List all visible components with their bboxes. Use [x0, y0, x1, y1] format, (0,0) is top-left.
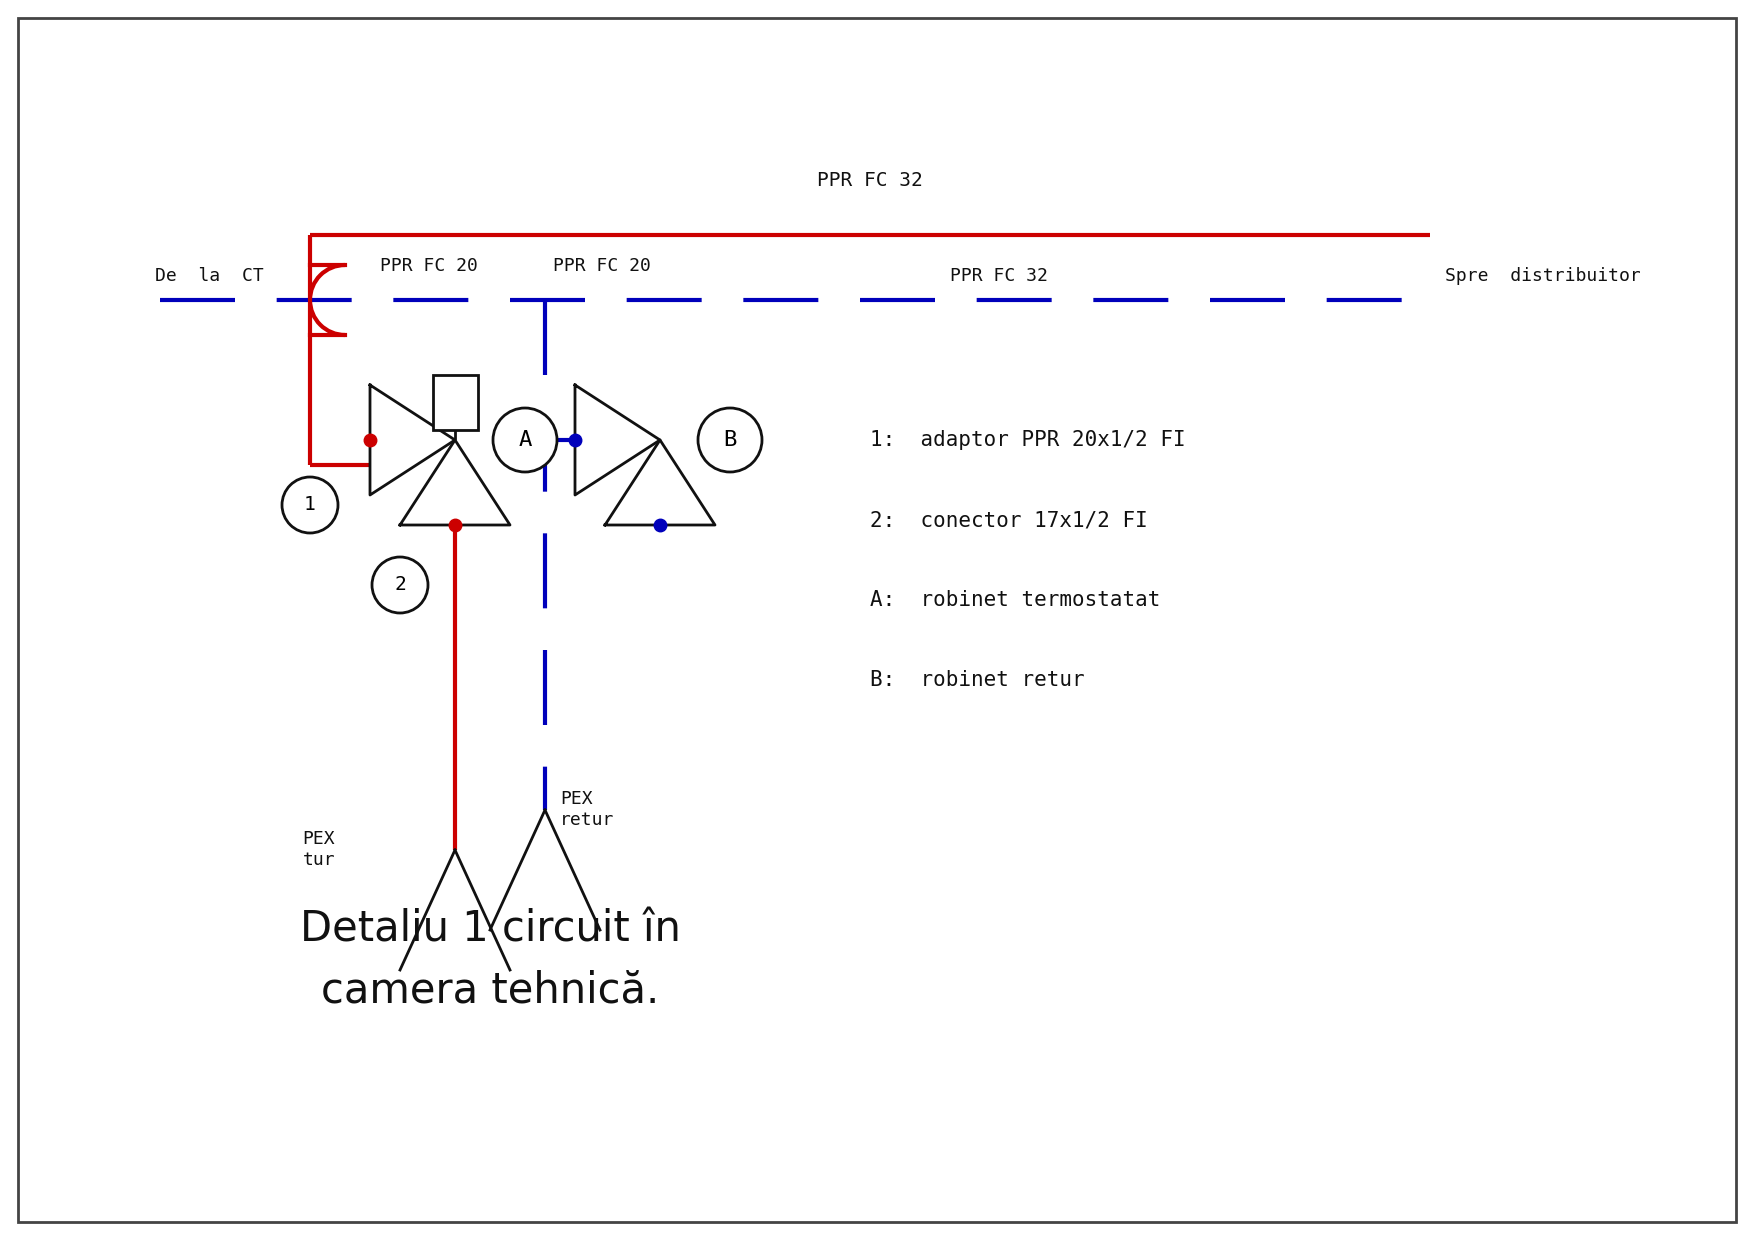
Circle shape	[698, 408, 761, 472]
Text: 1:  adaptor PPR 20x1/2 FI: 1: adaptor PPR 20x1/2 FI	[870, 430, 1186, 450]
Polygon shape	[370, 384, 454, 495]
Text: Detaliu 1 circuit în
camera tehnică.: Detaliu 1 circuit în camera tehnică.	[300, 908, 681, 1012]
Circle shape	[493, 408, 558, 472]
Text: 2: 2	[395, 575, 405, 594]
Text: PPR FC 32: PPR FC 32	[951, 267, 1047, 285]
Text: A: A	[519, 430, 531, 450]
Text: 1: 1	[303, 496, 316, 515]
Text: 2:  conector 17x1/2 FI: 2: conector 17x1/2 FI	[870, 510, 1147, 529]
Text: A:  robinet termostatat: A: robinet termostatat	[870, 590, 1161, 610]
Text: PEX
tur: PEX tur	[302, 830, 335, 869]
Polygon shape	[575, 384, 660, 495]
Text: PPR FC 20: PPR FC 20	[381, 257, 477, 275]
Text: PPR FC 20: PPR FC 20	[553, 257, 651, 275]
Polygon shape	[400, 440, 510, 525]
Text: B:  robinet retur: B: robinet retur	[870, 670, 1084, 689]
Circle shape	[282, 477, 339, 533]
Polygon shape	[605, 440, 716, 525]
Bar	[433, 374, 479, 430]
Text: PPR FC 32: PPR FC 32	[817, 171, 923, 190]
Circle shape	[372, 557, 428, 613]
Text: B: B	[723, 430, 737, 450]
Text: Spre  distribuitor: Spre distribuitor	[1445, 267, 1640, 285]
Text: PEX
retur: PEX retur	[560, 790, 614, 828]
Text: De  la  CT: De la CT	[154, 267, 263, 285]
